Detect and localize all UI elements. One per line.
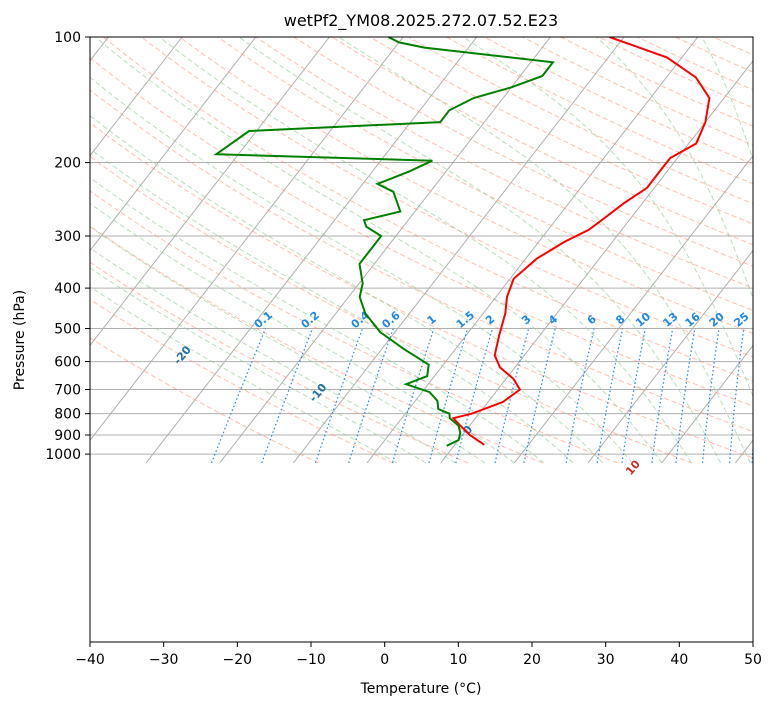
moist-adiabat-line <box>90 177 545 464</box>
y-tick-label: 800 <box>54 407 81 423</box>
axes: −40 −30 −20 −10 0 10 20 30 40 50 100 200 300 400 500 60… <box>45 30 762 668</box>
x-tick-label: 50 <box>744 652 762 668</box>
x-tick-label: 40 <box>670 652 688 668</box>
mixing-ratio-line <box>314 328 364 464</box>
isotherm-line <box>366 37 699 464</box>
mixing-ratio-line <box>621 328 646 464</box>
profile-lines <box>213 37 711 447</box>
mixing-ratio-line <box>455 328 493 464</box>
isotherm-line <box>90 37 330 347</box>
dry-adiabat-line <box>90 57 753 407</box>
x-axis-title: Temperature (°C) <box>360 681 482 697</box>
mixing-ratio-label: 30 <box>752 310 772 330</box>
chart-title: wetPf2_YM08.2025.272.07.52.E23 <box>284 11 558 31</box>
x-tick-label: −20 <box>223 652 253 668</box>
x-tick-label: −30 <box>149 652 179 668</box>
mixing-ratio-line <box>428 328 469 464</box>
moist-adiabat-line <box>90 286 397 464</box>
isotherm-line <box>219 37 551 464</box>
dry-adiabat-line <box>90 298 394 464</box>
mixing-ratio-line <box>651 328 674 463</box>
dry-adiabat-line <box>751 37 753 39</box>
mixing-ratio-line <box>751 438 753 463</box>
moist-adiabat-line <box>90 148 574 464</box>
x-tick-label: 30 <box>597 652 615 668</box>
moist-adiabat-line <box>90 202 515 464</box>
mixing-ratio-line <box>702 328 720 463</box>
y-tick-label: 500 <box>54 322 81 338</box>
dry-adiabat-line <box>90 261 469 464</box>
isotherm-line <box>587 249 753 464</box>
dry-adiabat-line <box>141 37 753 358</box>
moist-adiabat-line <box>90 76 633 464</box>
dry-adiabat-line <box>179 37 753 334</box>
y-tick-label: 1000 <box>45 447 81 463</box>
dry-adiabat-line <box>90 337 319 464</box>
x-tick-label: 20 <box>523 652 541 668</box>
dry-adiabat-line <box>90 89 753 433</box>
y-axis-title: Pressure (hPa) <box>12 290 28 390</box>
mixing-ratio-line <box>523 328 556 464</box>
dry-adiabat-line <box>90 190 618 464</box>
moist-adiabat-line <box>338 37 751 464</box>
moist-adiabat-line <box>90 267 427 464</box>
y-tick-label: 400 <box>54 281 81 297</box>
dewpoint-line <box>213 37 555 447</box>
mixing-ratio-line <box>494 328 530 464</box>
moist-adiabat-line <box>90 226 486 464</box>
x-tick-label: −40 <box>75 652 105 668</box>
mixing-ratio-line <box>565 328 595 464</box>
moist-adiabat-line <box>238 37 722 464</box>
y-tick-label: 200 <box>54 156 81 172</box>
isotherm-line <box>90 37 183 157</box>
dry-adiabat-line <box>217 37 753 312</box>
moist-adiabat-line <box>95 37 663 464</box>
mixing-ratio-line <box>348 328 394 464</box>
mixing-ratio-line <box>729 328 745 463</box>
plot-frame <box>89 36 754 643</box>
y-tick-label: 300 <box>54 229 81 245</box>
x-tick-label: 0 <box>380 652 389 668</box>
moist-adiabat-line <box>90 115 604 464</box>
isotherm-line <box>0 37 35 463</box>
dry-adiabat-line <box>90 155 693 464</box>
isotherm-line <box>90 37 404 442</box>
moist-adiabat-line <box>159 37 692 464</box>
x-tick-label: −10 <box>296 652 326 668</box>
y-tick-label: 700 <box>54 382 81 398</box>
isotherm-line <box>661 344 753 464</box>
x-tick-label: 10 <box>449 652 467 668</box>
mixing-ratio-line <box>596 328 624 464</box>
background-lines <box>0 37 753 464</box>
y-tick-label: 600 <box>54 355 81 371</box>
mixing-ratio-line <box>391 328 435 464</box>
dry-adiabat-line <box>102 37 753 382</box>
moist-adiabat-line <box>462 37 753 398</box>
isotherm-line <box>440 59 753 464</box>
mixing-ratio-line <box>675 328 696 463</box>
temperature-line <box>451 37 711 446</box>
isotherm-line <box>292 37 625 464</box>
y-tick-label: 900 <box>54 428 81 444</box>
isotherm-line <box>145 37 478 464</box>
plot-background <box>90 37 753 642</box>
y-tick-label: 100 <box>54 30 81 46</box>
moist-adiabat-line <box>90 247 456 464</box>
isotherm-line <box>514 154 753 464</box>
